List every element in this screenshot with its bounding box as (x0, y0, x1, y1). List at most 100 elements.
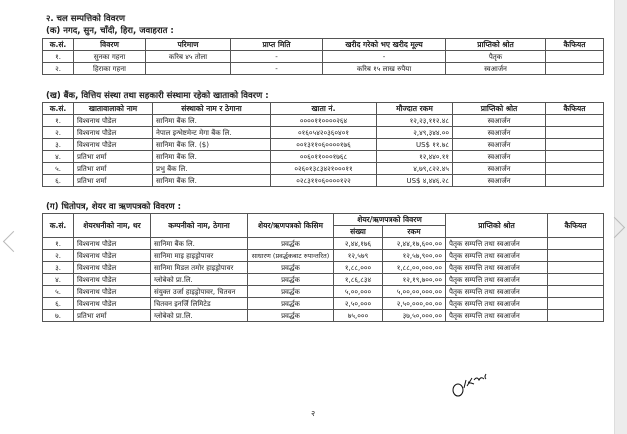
column-header: प्राप्तिको श्रोत (445, 213, 548, 238)
table-cell: ३. (42, 261, 74, 274)
table-cell: ५. (42, 162, 74, 175)
table-cell: स्वआर्जन (445, 62, 546, 75)
table-row: १. विश्वनाथ पौडेल सानिमा बैंक लि. ००००११०००… (42, 114, 604, 127)
table-cell: विश्वनाथ पौडेल (73, 297, 151, 310)
table-cell: प्रवर्द्धक (247, 261, 334, 274)
table-cell (545, 174, 604, 187)
table-cell: करिब १५ लाख रुपैया (322, 62, 446, 75)
table-cell: प्रतिभा शर्मा (73, 309, 151, 322)
column-header: शेयर/ऋणपत्रको किसिम (247, 213, 334, 238)
column-header: शेयरधनीको नाम, थर (73, 213, 151, 238)
table-cell: ६. (42, 297, 74, 310)
table-cell: १,८८,००० (333, 261, 383, 274)
table-cell: स्वआर्जन (452, 174, 546, 187)
table-cell: ५,००,००,०००.०० (382, 285, 446, 298)
table-cell: १२,५७९ (333, 249, 383, 262)
table-row: २. विश्वनाथ पौडेल सानिमा माइ हाइड्रोपावर सा… (42, 249, 604, 262)
table-cell: ४. (42, 273, 74, 286)
header-row: क.सं. शेयरधनीको नाम, थर कम्पनीको नाम, ठेगा… (42, 213, 604, 238)
column-header: मौज्दात रकम (376, 102, 453, 115)
table-cell: १२,१९,७००.०० (382, 273, 446, 286)
table-cell: सानिमा मिडल तमोर हाइड्रोपावर (150, 261, 248, 274)
table-cell: १,८८,००,०००.०० (382, 261, 446, 274)
table-cell: विश्वनाथ पौडेल (73, 261, 151, 274)
table-a-title: (क) नगद, सुन, चाँदी, हिरा, जवाहरात : (46, 26, 174, 36)
table-cell: हिराका गहना (73, 62, 146, 75)
cash-gold-table: क.सं. विवरण परिमाण प्राप्त मिति खरीद गरेको भ… (42, 38, 604, 75)
table-cell: पैतृक सम्पत्ति तथा स्वआर्जन (445, 309, 548, 322)
table-cell: पैतृक सम्पत्ति तथा स्वआर्जन (445, 261, 548, 274)
table-cell: संयुक्त उर्जा हाइड्रोपावर, चितवन (150, 285, 248, 298)
table-row: २. विश्वनाथ पौडेल नेपाल इन्भेष्टमेन्ट मेगा… (42, 126, 604, 139)
table-row: ५. प्रतिभा शर्मा प्रभु बैंक लि. ०२६०१३८३४२१… (42, 162, 604, 175)
table-cell (545, 114, 604, 127)
table-cell: स्वआर्जन (452, 138, 546, 151)
table-cell (547, 309, 604, 322)
document-page: २. चल सम्पत्तिको विवरण (क) नगद, सुन, चाँ… (0, 0, 614, 434)
table-cell: विश्वनाथ पौडेल (73, 273, 151, 286)
section-title: २. चल सम्पत्तिको विवरण (46, 14, 126, 24)
column-header: क.सं. (42, 102, 74, 115)
table-cell: प्रवर्द्धक (247, 273, 334, 286)
column-header: खाता नं. (270, 102, 377, 115)
table-row: ७. प्रतिभा शर्मा ग्लोबेको प्रा.लि. प्रवर्द्… (42, 309, 604, 322)
table-row: ३. विश्वनाथ पौडेल सानिमा मिडल तमोर हाइड्रो… (42, 261, 604, 274)
table-row: १. विश्वनाथ पौडेल सानिमा बैंक लि. प्रवर्द्ध… (42, 237, 604, 250)
table-row: ६. प्रतिभा शर्मा सानिमा बैंक लि. ०२८३११०६००… (42, 174, 604, 187)
table-cell: २,४४,१७,६००.०० (382, 237, 446, 250)
table-cell: २. (42, 62, 74, 75)
column-header: क.सं. (42, 213, 74, 238)
table-cell: विश्वनाथ पौडेल (73, 126, 153, 139)
table-cell: प्रतिभा शर्मा (73, 174, 153, 187)
table-row: ५. विश्वनाथ पौडेल संयुक्त उर्जा हाइड्रोपाव… (42, 285, 604, 298)
table-cell (545, 62, 604, 75)
table-row: ३. विश्वनाथ पौडेल सानिमा बैंक लि. ($) ००१३१… (42, 138, 604, 151)
table-cell: सानिमा बैंक लि. (152, 174, 271, 187)
table-cell: विश्वनाथ पौडेल (73, 138, 153, 151)
table-cell: प्रतिभा शर्मा (73, 162, 153, 175)
table-cell (547, 285, 604, 298)
table-cell (545, 150, 604, 163)
table-cell: सानिमा बैंक लि. (150, 237, 248, 250)
table-cell: ४,७९,८२२.४५ (376, 162, 453, 175)
column-header: कैफियत (545, 102, 604, 115)
table-cell: १२,४४०.११ (376, 150, 453, 163)
table-cell: विश्वनाथ पौडेल (73, 237, 151, 250)
table-cell: ५,००,००० (333, 285, 383, 298)
table-row: ४. विश्वनाथ पौडेल ग्लोबेको प्रा.लि. प्रवर्द… (42, 273, 604, 286)
table-cell: सानिमा बैंक लि. ($) (152, 138, 271, 151)
column-subheader: रकम (382, 225, 446, 238)
table-cell: पैतृक सम्पत्ति तथा स्वआर्जन (445, 285, 548, 298)
table-c-title: (ग) धितोपत्र, शेयर वा ऋणपत्रको विवरण : (46, 202, 181, 212)
column-header: क.सं. (42, 38, 74, 51)
table-cell (547, 261, 604, 274)
table-cell: ७. (42, 309, 74, 322)
table-cell: ०१६०५४२०३६०४०१ (270, 126, 377, 139)
table-cell: १२,५७,९००.०० (382, 249, 446, 262)
table-cell: प्रवर्द्धक (247, 297, 334, 310)
handwritten-signature (452, 373, 487, 397)
table-cell: पैतृक सम्पत्ति तथा स्वआर्जन (445, 273, 548, 286)
table-cell: सानिमा बैंक लि. (152, 114, 271, 127)
table-cell: सानिमा माइ हाइड्रोपावर (150, 249, 248, 262)
column-header: खातावालाको नाम (73, 102, 153, 115)
column-header: प्राप्तिको श्रोत (445, 38, 546, 51)
table-cell: विश्वनाथ पौडेल (73, 285, 151, 298)
header-row: क.सं. विवरण परिमाण प्राप्त मिति खरीद गरेको भ… (42, 38, 604, 51)
table-cell: US$ ४,४४६.२८ (376, 174, 453, 187)
table-cell: १. (42, 237, 74, 250)
table-cell: ०२८३११०६००००१२२ (270, 174, 377, 187)
table-cell: विश्वनाथ पौडेल (73, 249, 151, 262)
table-cell: पैतृक सम्पत्ति तथा स्वआर्जन (445, 297, 548, 310)
table-cell: २,४४,१७६ (333, 237, 383, 250)
table-cell: - (230, 50, 323, 63)
table-cell (547, 273, 604, 286)
table-cell: करिब ४५ तोला (145, 50, 231, 63)
table-cell: १२,२३,११२.४८ (376, 114, 453, 127)
shares-table: क.सं. शेयरधनीको नाम, थर कम्पनीको नाम, ठेगा… (42, 213, 604, 322)
table-cell: ७५,००० (333, 309, 383, 322)
table-cell (545, 50, 604, 63)
table-cell: साधारण (प्रवर्द्धकबाट रुपान्तरित) (247, 249, 334, 262)
table-cell: प्रतिभा शर्मा (73, 150, 153, 163)
table-cell: पैतृक सम्पत्ति तथा स्वआर्जन (445, 249, 548, 262)
